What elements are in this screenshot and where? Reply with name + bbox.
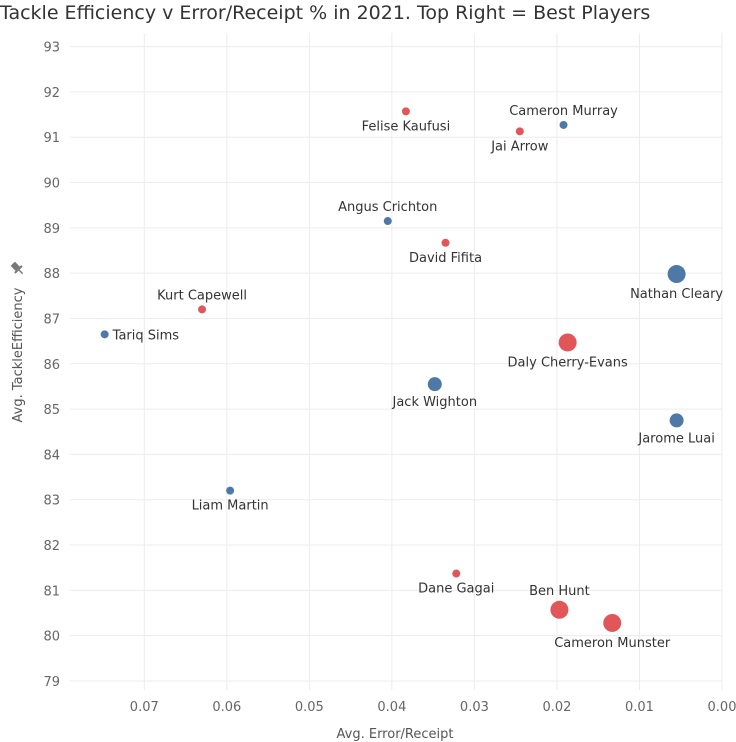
point-label: Nathan Cleary	[630, 287, 723, 302]
data-point[interactable]	[401, 107, 410, 116]
point-label: Tariq Sims	[112, 328, 180, 343]
data-point[interactable]	[441, 238, 450, 247]
point-label: Jack Wighton	[392, 395, 478, 410]
y-tick-label: 88	[43, 267, 60, 282]
data-point[interactable]	[550, 600, 569, 619]
data-point[interactable]	[669, 413, 684, 428]
y-tick-label: 82	[43, 539, 60, 554]
point-label: Kurt Capewell	[157, 288, 247, 303]
data-point[interactable]	[559, 120, 568, 129]
y-tick-label: 90	[43, 177, 60, 192]
x-tick-label: 0.04	[377, 700, 406, 715]
data-point[interactable]	[452, 569, 461, 578]
point-labels: Felise Kaufusi Cameron Murray Jai Arrow Ang…	[112, 104, 724, 651]
y-tick-label: 93	[43, 41, 60, 56]
y-tick-label: 81	[43, 584, 60, 599]
y-tick-label: 83	[43, 494, 60, 509]
data-point[interactable]	[603, 613, 622, 632]
x-tick-label: 0.01	[625, 700, 654, 715]
data-point[interactable]	[100, 330, 109, 339]
data-point[interactable]	[515, 127, 524, 136]
data-points	[100, 107, 686, 632]
data-point[interactable]	[226, 486, 235, 495]
point-label: Liam Martin	[192, 499, 269, 514]
y-axis-ticks: 93 92 91 90 89 88 87 86 85 84 83 82 81 80 79	[43, 41, 60, 690]
grid-lines	[70, 33, 723, 690]
x-tick-label: 0.05	[295, 700, 324, 715]
y-tick-label: 86	[43, 358, 60, 373]
data-point[interactable]	[427, 377, 442, 392]
x-tick-label: 0.03	[460, 700, 489, 715]
point-label: Jarome Luai	[637, 431, 714, 446]
data-point[interactable]	[558, 333, 577, 352]
point-label: Jai Arrow	[490, 139, 549, 154]
x-tick-label: 0.00	[708, 700, 736, 715]
data-point[interactable]	[383, 217, 392, 226]
y-tick-label: 91	[43, 131, 60, 146]
point-label: Dane Gagai	[418, 582, 494, 597]
y-tick-label: 84	[43, 448, 60, 463]
x-axis-ticks: 0.07 0.06 0.05 0.04 0.03 0.02 0.01 0.00	[130, 700, 736, 715]
point-label: Daly Cherry-Evans	[508, 355, 628, 370]
y-axis-label: Avg. TackleEfficiency	[11, 287, 26, 422]
data-point[interactable]	[198, 305, 207, 314]
x-axis-label: Avg. Error/Receipt	[337, 727, 454, 742]
y-tick-label: 92	[43, 86, 60, 101]
x-tick-label: 0.07	[130, 700, 159, 715]
y-tick-label: 85	[43, 403, 60, 418]
y-tick-label: 89	[43, 222, 60, 237]
point-label: Angus Crichton	[338, 200, 437, 215]
chart-title: Tackle Efficiency v Error/Receipt % in 2…	[0, 2, 651, 24]
x-tick-label: 0.06	[212, 700, 241, 715]
y-tick-label: 87	[43, 312, 60, 327]
pin-icon[interactable]	[9, 260, 26, 277]
y-tick-label: 80	[43, 630, 60, 645]
point-label: Cameron Murray	[509, 104, 618, 119]
point-label: Felise Kaufusi	[362, 119, 451, 134]
point-label: Ben Hunt	[529, 584, 590, 599]
point-label: Cameron Munster	[554, 636, 671, 651]
data-point[interactable]	[667, 265, 686, 284]
x-tick-label: 0.02	[542, 700, 571, 715]
point-label: David Fifita	[409, 251, 482, 266]
y-tick-label: 79	[43, 675, 60, 690]
